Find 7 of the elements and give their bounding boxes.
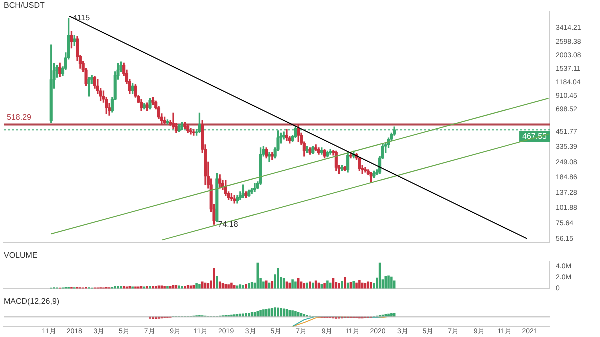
- ref-line-label: 518.29: [7, 112, 32, 122]
- ref-line-label: 467.55: [522, 132, 548, 141]
- annotation: 4115: [72, 14, 91, 23]
- chart-title: VOLUME: [4, 251, 38, 260]
- chart-title: MACD(12,26,9): [4, 297, 60, 306]
- chart-title: BCH/USDT: [4, 1, 46, 10]
- annotation: 74.18: [218, 220, 239, 229]
